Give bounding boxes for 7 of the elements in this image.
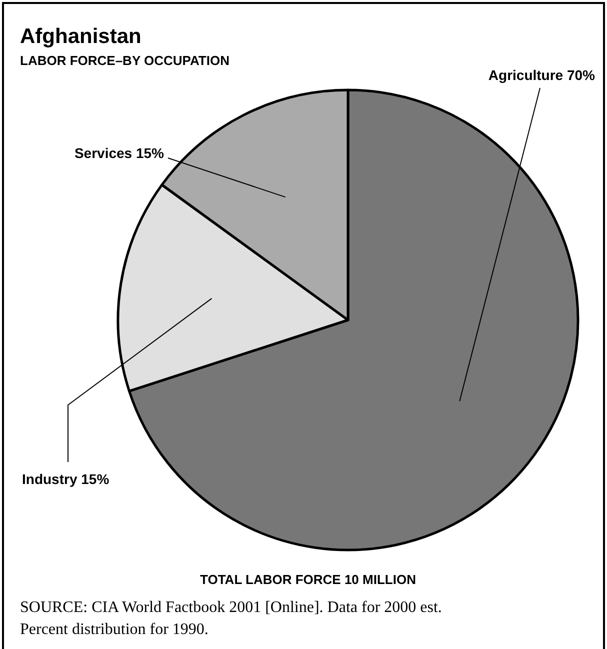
slice-label: Services 15% <box>74 145 165 161</box>
text: TOTAL LABOR FORCE 10 MILLION <box>200 572 416 587</box>
slice-label: Industry 15% <box>22 471 110 487</box>
source-note: SOURCE: CIA World Factbook 2001 [Online]. Data for 2000 est. Percent distribution for 1990. <box>20 599 442 638</box>
chart-subtitle: LABOR FORCE–BY OCCUPATION <box>20 53 230 68</box>
chart-title: Afghanistan <box>20 25 142 48</box>
slice-label: Agriculture 70% <box>488 67 596 83</box>
